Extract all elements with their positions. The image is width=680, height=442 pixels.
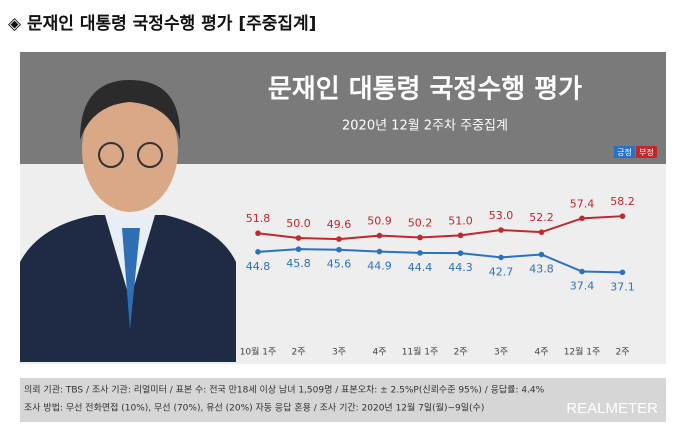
tie [122, 228, 140, 330]
point [255, 230, 261, 237]
chart-subtitle: 2020년 12월 2주차 주중집계 [342, 119, 508, 134]
point [376, 232, 383, 239]
value-label: 45.6 [327, 258, 352, 271]
point [538, 251, 545, 258]
point [336, 246, 342, 253]
value-label: 50.2 [408, 216, 433, 229]
point [336, 236, 342, 242]
chart-title: 문재인 대통령 국정수행 평가 [268, 75, 582, 105]
value-label: 45.8 [286, 257, 311, 270]
point [255, 249, 261, 255]
point [417, 250, 423, 256]
legend-swatch [636, 146, 657, 158]
page-title: ◈ 문재인 대통령 국정수행 평가 [주중집계] [8, 13, 316, 34]
point [498, 227, 504, 233]
logo: REALMETER [566, 400, 658, 417]
legend: 긍정 부정 [614, 146, 657, 158]
point [417, 234, 423, 241]
x-tick-label: 4주 [534, 347, 548, 358]
value-label: 37.1 [610, 280, 635, 293]
point [538, 229, 545, 235]
value-label: 44.3 [448, 261, 473, 274]
point [295, 235, 302, 241]
x-tick-label: 11월 1주 [402, 346, 439, 358]
x-tick-label: 2주 [291, 347, 305, 358]
point [619, 269, 626, 276]
hair [80, 80, 181, 140]
x-tick-label: 3주 [332, 347, 346, 358]
value-label: 50.9 [367, 215, 392, 228]
point [579, 215, 585, 222]
x-tick-label: 2주 [615, 347, 629, 358]
x-tick-label: 12월 1주 [564, 346, 601, 358]
value-label: 42.7 [489, 265, 514, 278]
value-label: 37.4 [570, 280, 595, 293]
value-label: 44.9 [367, 260, 392, 273]
value-label: 50.0 [286, 217, 311, 230]
point [498, 254, 504, 261]
value-label: 51.8 [246, 212, 271, 225]
series-line [257, 215, 623, 241]
point [457, 250, 464, 256]
point [295, 246, 302, 252]
value-label: 43.8 [529, 262, 554, 275]
glasses [98, 142, 124, 168]
point [619, 213, 626, 219]
point [376, 248, 383, 255]
x-tick-label: 3주 [494, 347, 508, 358]
footer-box [20, 378, 666, 422]
x-tick-label: 4주 [372, 347, 386, 358]
plot: 10월 1주 2주 3주 4주 11월 1주 2주 3주 4주 12월 1주 2주 44.8 45.8… [240, 195, 635, 357]
legend-label: 부정 [639, 147, 654, 157]
value-label: 53.0 [489, 209, 514, 222]
x-tick-label: 10월 1주 [240, 346, 277, 358]
face [82, 88, 178, 212]
point [457, 232, 464, 239]
value-label: 58.2 [610, 195, 635, 208]
value-label: 57.4 [570, 197, 595, 210]
legend-swatch [614, 146, 635, 158]
legend-label: 긍정 [617, 147, 632, 157]
glasses [137, 142, 163, 168]
series-line [257, 248, 623, 274]
point [579, 268, 585, 275]
portrait [20, 80, 236, 362]
value-label: 49.6 [327, 218, 352, 231]
value-label: 52.2 [529, 211, 554, 224]
value-label: 51.0 [448, 214, 473, 227]
value-label: 44.4 [408, 261, 433, 274]
value-label: 44.8 [246, 260, 271, 273]
footer-line: 조사 방법: 무선 전화면접 (10%), 무선 (70%), 유선 (20%)… [24, 402, 484, 414]
footer-line: 의뢰 기관: TBS / 조사 기관: 리얼미터 / 표본 수: 전국 만18세… [24, 384, 545, 396]
x-tick-label: 2주 [453, 347, 467, 358]
